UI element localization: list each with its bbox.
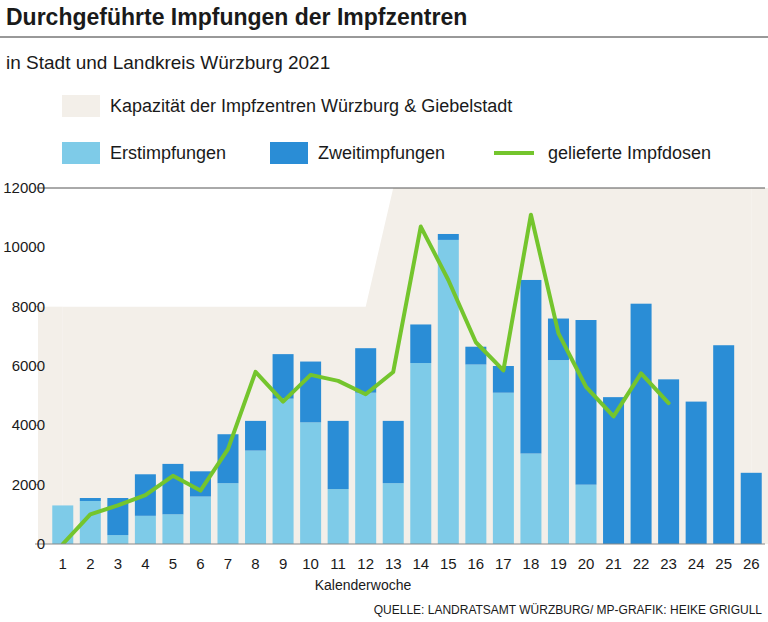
bar: [548, 360, 569, 544]
x-tick-label: 8: [251, 555, 259, 572]
y-range-top: [38, 188, 765, 189]
x-tick-label: 26: [743, 555, 760, 572]
bar: [713, 345, 734, 544]
x-tick-label: 6: [196, 555, 204, 572]
x-tick-label: 18: [523, 555, 540, 572]
x-tick-label: 9: [279, 555, 287, 572]
x-tick-label: 1: [59, 555, 67, 572]
legend-label: Kapazität der Impfzentren Würzburg & Gie…: [110, 96, 512, 116]
bar: [80, 498, 101, 501]
x-tick-label: 13: [385, 555, 402, 572]
plot-area: [38, 188, 768, 544]
bar: [465, 365, 486, 544]
legend-swatch: [270, 142, 308, 164]
legend-label: Zweitimpfungen: [318, 143, 445, 163]
bar: [383, 421, 404, 483]
y-tick-label: 8000: [12, 298, 45, 315]
x-tick-label: 24: [688, 555, 705, 572]
subtitle: in Stadt und Landkreis Würzburg 2021: [6, 52, 330, 73]
bar: [328, 421, 349, 489]
x-tick-label: 12: [357, 555, 374, 572]
y-tick-label: 6000: [12, 357, 45, 374]
bar: [410, 324, 431, 363]
x-tick-label: 19: [550, 555, 567, 572]
bar: [218, 483, 239, 544]
capacity-area: [63, 188, 751, 544]
x-tick-label: 22: [633, 555, 650, 572]
x-axis-label: Kalenderwoche: [315, 577, 412, 593]
legend-label: gelieferte Impfdosen: [548, 143, 711, 163]
bar: [631, 304, 652, 544]
bar: [162, 514, 183, 544]
bar: [520, 280, 541, 454]
title: Durchgeführte Impfungen der Impfzentren: [6, 4, 467, 30]
bar: [52, 505, 73, 506]
bar: [438, 240, 459, 544]
x-tick-label: 23: [660, 555, 677, 572]
x-tick-label: 25: [715, 555, 732, 572]
title-rule: [0, 37, 768, 38]
source: QUELLE: LANDRATSAMT WÜRZBURG/ MP-GRAFIK:…: [374, 603, 763, 617]
bar: [438, 234, 459, 240]
y-tick-label: 10000: [3, 238, 45, 255]
x-tick-label: 2: [86, 555, 94, 572]
bar: [245, 421, 266, 451]
bar: [383, 483, 404, 544]
bar: [576, 485, 597, 544]
bar: [355, 393, 376, 544]
x-tick-label: 14: [412, 555, 429, 572]
bar: [190, 497, 211, 544]
bar: [493, 393, 514, 544]
bar: [328, 489, 349, 544]
legend-swatch: [494, 151, 534, 155]
bar: [273, 399, 294, 544]
y-tick-label: 2000: [12, 476, 45, 493]
y-tick-label: 12000: [3, 179, 45, 196]
delivery-line: [63, 215, 669, 544]
bar: [576, 320, 597, 485]
x-tick-label: 15: [440, 555, 457, 572]
x-tick-label: 11: [330, 555, 346, 572]
legend-label: Erstimpfungen: [110, 143, 226, 163]
bar: [245, 451, 266, 544]
x-tick-label: 7: [224, 555, 232, 572]
bar: [300, 362, 321, 423]
bar: [686, 402, 707, 544]
x-tick-label: 4: [141, 555, 149, 572]
bar: [190, 471, 211, 496]
bar: [135, 516, 156, 544]
bar: [603, 397, 624, 544]
bar: [107, 535, 128, 544]
x-tick-label: 16: [468, 555, 485, 572]
y-tick-label: 0: [37, 535, 45, 552]
x-tick-label: 5: [169, 555, 177, 572]
legend-swatch: [62, 95, 100, 117]
x-tick-label: 21: [605, 555, 622, 572]
y-tick-label: 4000: [12, 416, 45, 433]
x-tick-label: 10: [302, 555, 319, 572]
bar: [162, 464, 183, 514]
x-tick-label: 3: [114, 555, 122, 572]
x-tick-label: 17: [495, 555, 512, 572]
bar: [300, 422, 321, 544]
bar: [520, 454, 541, 544]
x-tick-label: 20: [578, 555, 595, 572]
legend-swatch: [62, 142, 100, 164]
bar: [410, 363, 431, 544]
bar: [741, 473, 762, 544]
x-axis-line: [38, 544, 765, 545]
